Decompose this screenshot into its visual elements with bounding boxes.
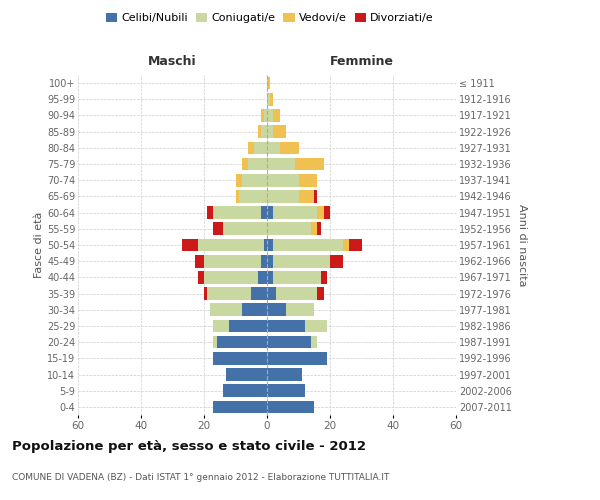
Bar: [223, 222, 267, 235]
Bar: [182, 238, 198, 252]
Bar: [207, 206, 214, 219]
Text: Popolazione per età, sesso e stato civile - 2012: Popolazione per età, sesso e stato civil…: [12, 440, 366, 453]
Bar: [267, 238, 274, 252]
Bar: [349, 238, 361, 252]
Bar: [267, 93, 270, 106]
Bar: [274, 206, 317, 219]
Bar: [198, 238, 264, 252]
Bar: [260, 255, 267, 268]
Bar: [267, 336, 311, 348]
Bar: [214, 336, 217, 348]
Bar: [311, 222, 317, 235]
Bar: [267, 206, 274, 219]
Y-axis label: Anni di nascita: Anni di nascita: [517, 204, 527, 286]
Bar: [264, 109, 267, 122]
Bar: [214, 222, 223, 235]
Bar: [267, 77, 270, 90]
Bar: [267, 400, 314, 413]
Bar: [305, 320, 327, 332]
Text: COMUNE DI VADENA (BZ) - Dati ISTAT 1° gennaio 2012 - Elaborazione TUTTITALIA.IT: COMUNE DI VADENA (BZ) - Dati ISTAT 1° ge…: [12, 473, 389, 482]
Bar: [274, 109, 280, 122]
Bar: [223, 384, 267, 397]
Bar: [324, 206, 330, 219]
Bar: [299, 190, 314, 202]
Bar: [270, 93, 273, 106]
Bar: [267, 368, 302, 381]
Bar: [242, 174, 267, 186]
Bar: [267, 255, 274, 268]
Bar: [260, 206, 267, 219]
Bar: [267, 352, 327, 364]
Bar: [267, 142, 280, 154]
Bar: [248, 142, 254, 154]
Bar: [198, 271, 204, 283]
Bar: [214, 400, 267, 413]
Bar: [343, 238, 349, 252]
Bar: [257, 126, 260, 138]
Bar: [229, 320, 267, 332]
Text: Femmine: Femmine: [329, 55, 394, 68]
Bar: [235, 190, 239, 202]
Bar: [242, 158, 248, 170]
Bar: [264, 238, 267, 252]
Bar: [242, 304, 267, 316]
Bar: [317, 222, 320, 235]
Bar: [295, 158, 324, 170]
Bar: [204, 288, 207, 300]
Bar: [257, 271, 267, 283]
Bar: [207, 288, 251, 300]
Bar: [320, 271, 327, 283]
Bar: [204, 255, 260, 268]
Bar: [226, 368, 267, 381]
Bar: [267, 222, 311, 235]
Bar: [311, 336, 317, 348]
Bar: [248, 158, 267, 170]
Bar: [267, 320, 305, 332]
Bar: [260, 126, 267, 138]
Bar: [267, 109, 274, 122]
Bar: [314, 190, 317, 202]
Bar: [267, 126, 274, 138]
Bar: [194, 255, 204, 268]
Bar: [267, 271, 274, 283]
Bar: [280, 142, 299, 154]
Bar: [239, 190, 267, 202]
Y-axis label: Fasce di età: Fasce di età: [34, 212, 44, 278]
Bar: [330, 255, 343, 268]
Bar: [214, 320, 229, 332]
Bar: [267, 288, 277, 300]
Bar: [214, 352, 267, 364]
Bar: [267, 384, 305, 397]
Bar: [251, 288, 267, 300]
Bar: [274, 255, 330, 268]
Bar: [214, 206, 260, 219]
Bar: [261, 109, 264, 122]
Bar: [286, 304, 314, 316]
Bar: [274, 238, 343, 252]
Bar: [317, 206, 324, 219]
Bar: [267, 158, 295, 170]
Bar: [274, 126, 286, 138]
Bar: [217, 336, 267, 348]
Bar: [277, 288, 317, 300]
Bar: [267, 174, 299, 186]
Bar: [267, 304, 286, 316]
Legend: Celibi/Nubili, Coniugati/e, Vedovi/e, Divorziati/e: Celibi/Nubili, Coniugati/e, Vedovi/e, Di…: [104, 10, 436, 26]
Text: Maschi: Maschi: [148, 55, 197, 68]
Bar: [274, 271, 320, 283]
Bar: [317, 288, 324, 300]
Bar: [235, 174, 242, 186]
Bar: [254, 142, 267, 154]
Bar: [211, 304, 242, 316]
Bar: [267, 190, 299, 202]
Bar: [204, 271, 257, 283]
Bar: [299, 174, 317, 186]
